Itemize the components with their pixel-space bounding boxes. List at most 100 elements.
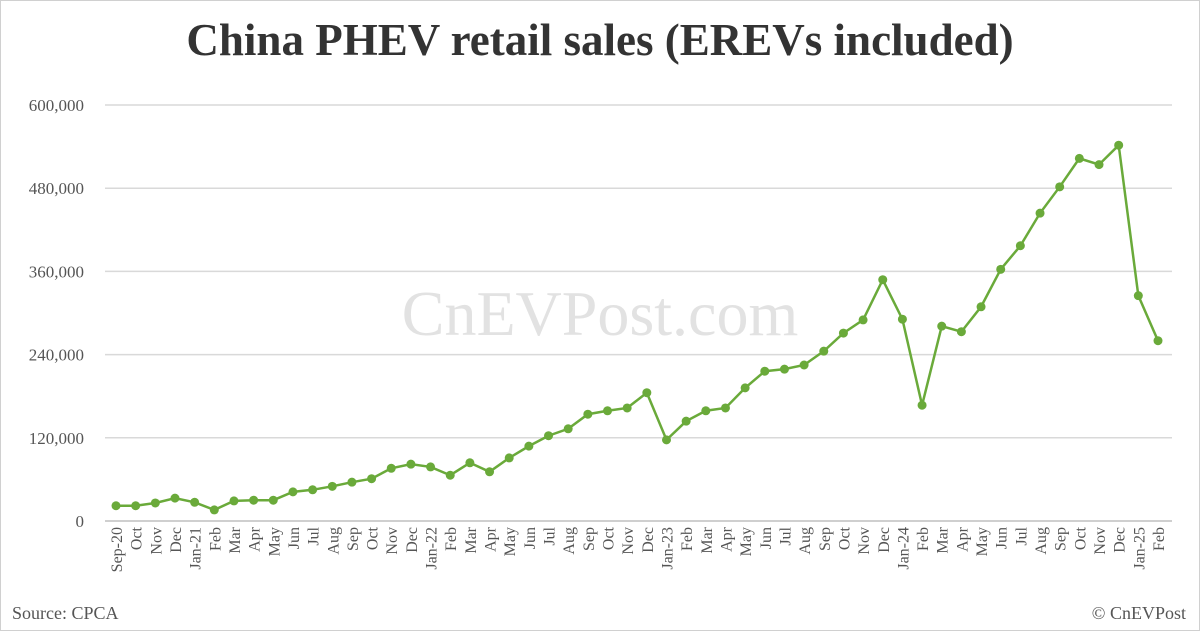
x-tick-label: May bbox=[502, 527, 519, 556]
data-point bbox=[209, 505, 219, 515]
data-point bbox=[996, 264, 1006, 274]
x-tick-label: Oct bbox=[365, 526, 382, 550]
data-point bbox=[544, 431, 554, 441]
x-tick-label: Nov bbox=[620, 527, 637, 555]
source-note: Source: CPCA bbox=[12, 603, 119, 623]
x-tick-label: Mar bbox=[935, 526, 952, 553]
x-tick-label: Sep bbox=[817, 527, 834, 551]
data-point bbox=[288, 487, 298, 497]
data-point bbox=[563, 424, 573, 434]
x-tick-label: Nov bbox=[148, 527, 165, 555]
data-point bbox=[485, 467, 495, 477]
x-tick-label: Nov bbox=[384, 527, 401, 555]
data-point bbox=[720, 403, 730, 413]
data-point bbox=[504, 453, 514, 463]
data-point bbox=[799, 360, 809, 370]
data-point bbox=[760, 366, 770, 376]
data-point bbox=[897, 314, 907, 324]
data-point bbox=[858, 315, 868, 325]
x-tick-label: Aug bbox=[325, 527, 342, 555]
x-tick-label: Jan-25 bbox=[1131, 527, 1148, 570]
x-tick-label: Jun bbox=[522, 527, 539, 549]
data-point bbox=[603, 406, 613, 416]
data-point bbox=[838, 328, 848, 338]
x-tick-label: Jan-24 bbox=[895, 527, 912, 570]
y-tick-label: 120,000 bbox=[29, 429, 84, 448]
x-tick-label: Mar bbox=[463, 526, 480, 553]
data-point bbox=[367, 474, 377, 484]
data-point bbox=[111, 501, 121, 511]
x-tick-label: Jan-21 bbox=[188, 527, 205, 570]
x-tick-label: May bbox=[974, 527, 991, 556]
data-point bbox=[1074, 153, 1084, 163]
data-point bbox=[819, 346, 829, 356]
data-point bbox=[779, 364, 789, 374]
x-tick-label: Dec bbox=[404, 527, 421, 553]
x-tick-label: Feb bbox=[207, 527, 224, 551]
data-point bbox=[1015, 241, 1025, 251]
y-tick-label: 600,000 bbox=[29, 96, 84, 115]
x-tick-label: Jul bbox=[777, 526, 794, 545]
data-point bbox=[976, 302, 986, 312]
x-tick-label: Sep bbox=[1053, 527, 1070, 551]
copyright-note: © CnEVPost bbox=[1091, 603, 1186, 623]
y-tick-label: 0 bbox=[76, 512, 85, 531]
x-tick-label: Sep bbox=[581, 527, 598, 551]
data-point bbox=[1094, 160, 1104, 170]
x-tick-label: Jan-23 bbox=[659, 527, 676, 570]
x-tick-label: Sep bbox=[345, 527, 362, 551]
data-point bbox=[1035, 208, 1045, 218]
data-point bbox=[642, 388, 652, 398]
data-point bbox=[622, 403, 632, 413]
x-tick-label: Jun bbox=[758, 527, 775, 549]
x-tick-label: Feb bbox=[1151, 527, 1168, 551]
x-tick-label: Aug bbox=[1033, 527, 1050, 555]
x-tick-label: Oct bbox=[836, 526, 853, 550]
data-point bbox=[583, 409, 593, 419]
x-tick-label: Sep-20 bbox=[109, 527, 126, 572]
x-tick-label: Jul bbox=[1013, 526, 1030, 545]
x-tick-label: Jan-22 bbox=[424, 527, 441, 570]
y-tick-label: 360,000 bbox=[29, 262, 84, 281]
data-point bbox=[878, 275, 888, 285]
x-tick-label: Apr bbox=[718, 526, 735, 552]
x-tick-label: Mar bbox=[227, 526, 244, 553]
data-point bbox=[937, 321, 947, 331]
x-tick-label: Nov bbox=[1092, 527, 1109, 555]
x-tick-label: Jul bbox=[542, 526, 559, 545]
data-point bbox=[406, 459, 416, 469]
x-tick-label: Dec bbox=[876, 527, 893, 553]
x-tick-label: Apr bbox=[954, 526, 971, 552]
x-tick-label: Oct bbox=[1072, 526, 1089, 550]
data-point bbox=[445, 470, 455, 480]
data-point bbox=[917, 400, 927, 410]
data-point bbox=[190, 497, 200, 507]
data-point bbox=[327, 481, 337, 491]
data-point bbox=[249, 495, 259, 505]
x-tick-label: Apr bbox=[247, 526, 264, 552]
data-point bbox=[229, 496, 239, 506]
x-tick-label: Aug bbox=[797, 527, 814, 555]
x-tick-label: Jun bbox=[994, 527, 1011, 549]
data-point bbox=[347, 477, 357, 487]
data-point bbox=[681, 416, 691, 426]
x-tick-label: May bbox=[266, 527, 283, 556]
data-point bbox=[1153, 336, 1163, 346]
watermark: CnEVPost.com bbox=[402, 278, 798, 349]
data-point bbox=[268, 495, 278, 505]
y-tick-label: 480,000 bbox=[29, 179, 84, 198]
data-point bbox=[524, 441, 534, 451]
data-point bbox=[1055, 182, 1065, 192]
data-point bbox=[701, 406, 711, 416]
x-tick-label: Nov bbox=[856, 527, 873, 555]
x-tick-label: Dec bbox=[1112, 527, 1129, 553]
data-point bbox=[661, 435, 671, 445]
x-tick-label: Apr bbox=[483, 526, 500, 552]
x-tick-label: Dec bbox=[168, 527, 185, 553]
data-point bbox=[150, 498, 160, 508]
chart-title: China PHEV retail sales (EREVs included) bbox=[186, 15, 1014, 65]
x-tick-label: Mar bbox=[699, 526, 716, 553]
data-point bbox=[426, 462, 436, 472]
y-tick-label: 240,000 bbox=[29, 346, 84, 365]
